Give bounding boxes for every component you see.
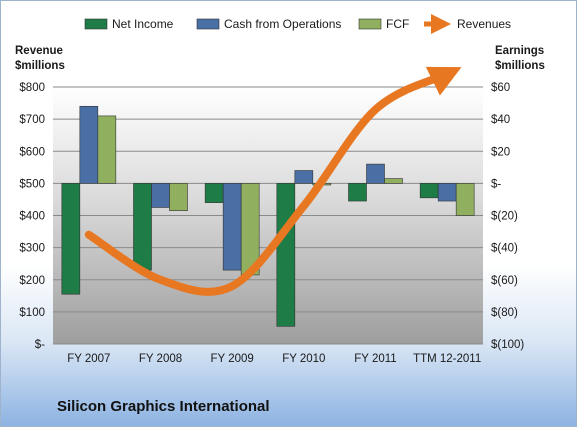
right-tick-label: $(60): [491, 275, 518, 287]
left-tick-label: $700: [19, 114, 45, 126]
right-tick-label: $(100): [491, 339, 524, 351]
revenue-line: [84, 66, 462, 296]
bar-cash-from-operations: [222, 183, 242, 271]
left-tick-label: $200: [19, 275, 45, 287]
left-tick-label: $600: [19, 146, 45, 158]
legend-label: Net Income: [112, 17, 174, 31]
category-label: FY 2011: [354, 353, 396, 365]
category-label: FY 2009: [211, 353, 254, 365]
right-axis-title: $millions: [495, 60, 545, 72]
legend-swatch: [84, 18, 108, 30]
legend-label: Revenues: [457, 17, 511, 31]
left-axis-title: Revenue: [15, 45, 63, 57]
left-axis: $- $100 $200 $300 $400 $500 $600 $700 $800: [19, 82, 45, 351]
legend-swatch: [196, 18, 220, 30]
category-label: TTM 12-2011: [413, 353, 481, 365]
legend-swatch: [358, 18, 382, 30]
bar-fcf: [97, 115, 117, 184]
bar-cash-from-operations: [79, 105, 99, 184]
left-tick-label: $400: [19, 211, 45, 223]
bar-cash-from-operations: [294, 170, 314, 184]
bar-cash-from-operations: [437, 183, 457, 202]
category-label: FY 2010: [282, 353, 325, 365]
gridlines: [53, 86, 483, 345]
bar-net-income: [348, 183, 367, 202]
right-tick-label: $(20): [491, 211, 518, 223]
left-tick-label: $800: [19, 82, 45, 94]
bar-fcf: [384, 178, 403, 184]
right-tick-label: $(80): [491, 307, 518, 319]
category-label: FY 2007: [67, 353, 110, 365]
bar-cash-from-operations: [151, 183, 170, 208]
legend-label: FCF: [386, 17, 409, 31]
left-tick-label: $500: [19, 178, 45, 190]
bar-net-income: [204, 183, 224, 203]
bar-net-income: [133, 183, 152, 271]
bar-net-income: [276, 183, 296, 327]
right-tick-label: $60: [491, 82, 510, 94]
bar-net-income: [419, 183, 439, 199]
legend: Net Income Cash from Operations FCF Revenue…: [84, 14, 511, 34]
bars: [61, 105, 475, 327]
bar-fcf: [169, 183, 188, 211]
right-axis: $(100) $(80) $(60) $(40) $(20) $- $20 $40 $60: [491, 82, 524, 351]
left-tick-label: $-: [35, 339, 45, 351]
left-tick-label: $100: [19, 307, 45, 319]
right-tick-label: $40: [491, 114, 510, 126]
revenue-line-path: [84, 66, 462, 296]
axis-titles: Revenue $millions Earnings $millions: [15, 45, 545, 72]
legend-label: Cash from Operations: [224, 17, 341, 31]
category-label: FY 2008: [139, 353, 182, 365]
left-tick-label: $300: [19, 243, 45, 255]
bar-fcf: [455, 183, 475, 216]
right-tick-label: $(40): [491, 243, 518, 255]
right-tick-label: $-: [491, 178, 501, 190]
bar-cash-from-operations: [366, 163, 385, 184]
company-title: Silicon Graphics International: [57, 398, 270, 415]
left-axis-title: $millions: [15, 60, 65, 72]
right-tick-label: $20: [491, 146, 510, 158]
category-axis: FY 2007 FY 2008 FY 2009 FY 2010 FY 2011 TTM 1…: [67, 353, 481, 365]
right-axis-title: Earnings: [495, 45, 544, 57]
bar-net-income: [61, 183, 81, 295]
